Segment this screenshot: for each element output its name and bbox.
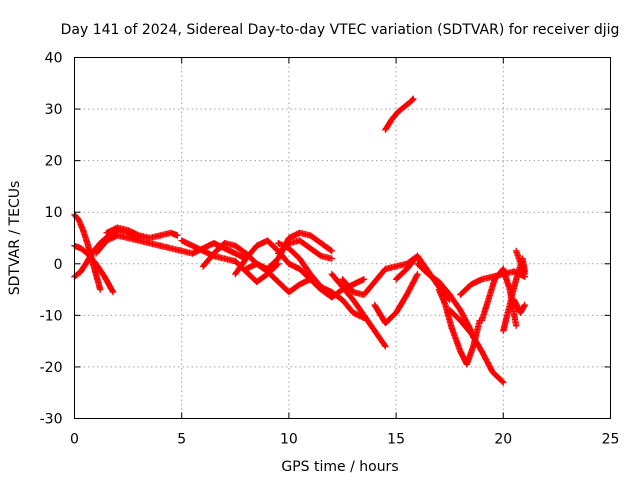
- data-point-markers: [328, 270, 389, 350]
- y-tick-label: -20: [40, 360, 63, 376]
- data-point-markers: [103, 224, 181, 242]
- x-tick-label: 5: [177, 432, 186, 448]
- data-point-markers: [242, 260, 314, 296]
- series-arc16: [339, 252, 421, 298]
- x-axis-tick-labels: 0 5 10 15 20 25: [70, 432, 619, 448]
- series-arc4: [92, 232, 164, 257]
- chart-title: Day 141 of 2024, Sidereal Day-to-day VTE…: [61, 22, 620, 38]
- x-tick-label: 20: [494, 432, 512, 448]
- y-tick-label: 10: [45, 205, 63, 221]
- grid: [74, 57, 611, 419]
- x-tick-label: 15: [387, 432, 405, 448]
- plot-frame: [74, 57, 611, 419]
- series-arc5: [103, 224, 181, 242]
- y-axis-label: SDTVAR / TECUs: [7, 181, 23, 296]
- data-point-markers: [339, 252, 421, 298]
- series-arc27: [513, 247, 528, 278]
- y-axis-tick-labels: 40 30 20 10 0 -10 -20 -30: [40, 51, 63, 428]
- y-tick-label: -30: [40, 412, 63, 428]
- data-point-markers: [446, 307, 507, 386]
- y-tick-label: 30: [45, 102, 63, 118]
- series-arc20: [414, 260, 475, 334]
- series-arc15: [328, 270, 389, 350]
- series-arc18: [382, 95, 417, 133]
- x-tick-label: 10: [280, 432, 298, 448]
- series-arc10: [242, 260, 314, 296]
- series-arc22: [446, 307, 507, 386]
- data-point-markers: [275, 237, 335, 262]
- y-tick-label: 20: [45, 154, 63, 170]
- data-point-markers: [435, 286, 483, 368]
- y-tick-label: 0: [54, 257, 63, 273]
- series-arc26: [510, 296, 528, 316]
- series-arc12: [275, 237, 335, 262]
- x-axis-label: GPS time / hours: [281, 459, 398, 475]
- x-tick-label: 25: [602, 432, 620, 448]
- y-tick-label: 40: [45, 51, 63, 67]
- data-point-markers: [92, 232, 164, 257]
- data-point-markers: [510, 296, 528, 316]
- data-point-markers: [382, 95, 417, 133]
- series-arc17: [371, 270, 421, 327]
- axis-ticks: [74, 57, 611, 419]
- data-point-markers: [371, 270, 421, 327]
- x-tick-label: 0: [70, 432, 79, 448]
- data-point-markers: [513, 247, 528, 278]
- series-arc21: [435, 286, 483, 368]
- y-tick-label: -10: [40, 308, 63, 324]
- data-points: [71, 95, 528, 386]
- data-point-markers: [414, 260, 475, 334]
